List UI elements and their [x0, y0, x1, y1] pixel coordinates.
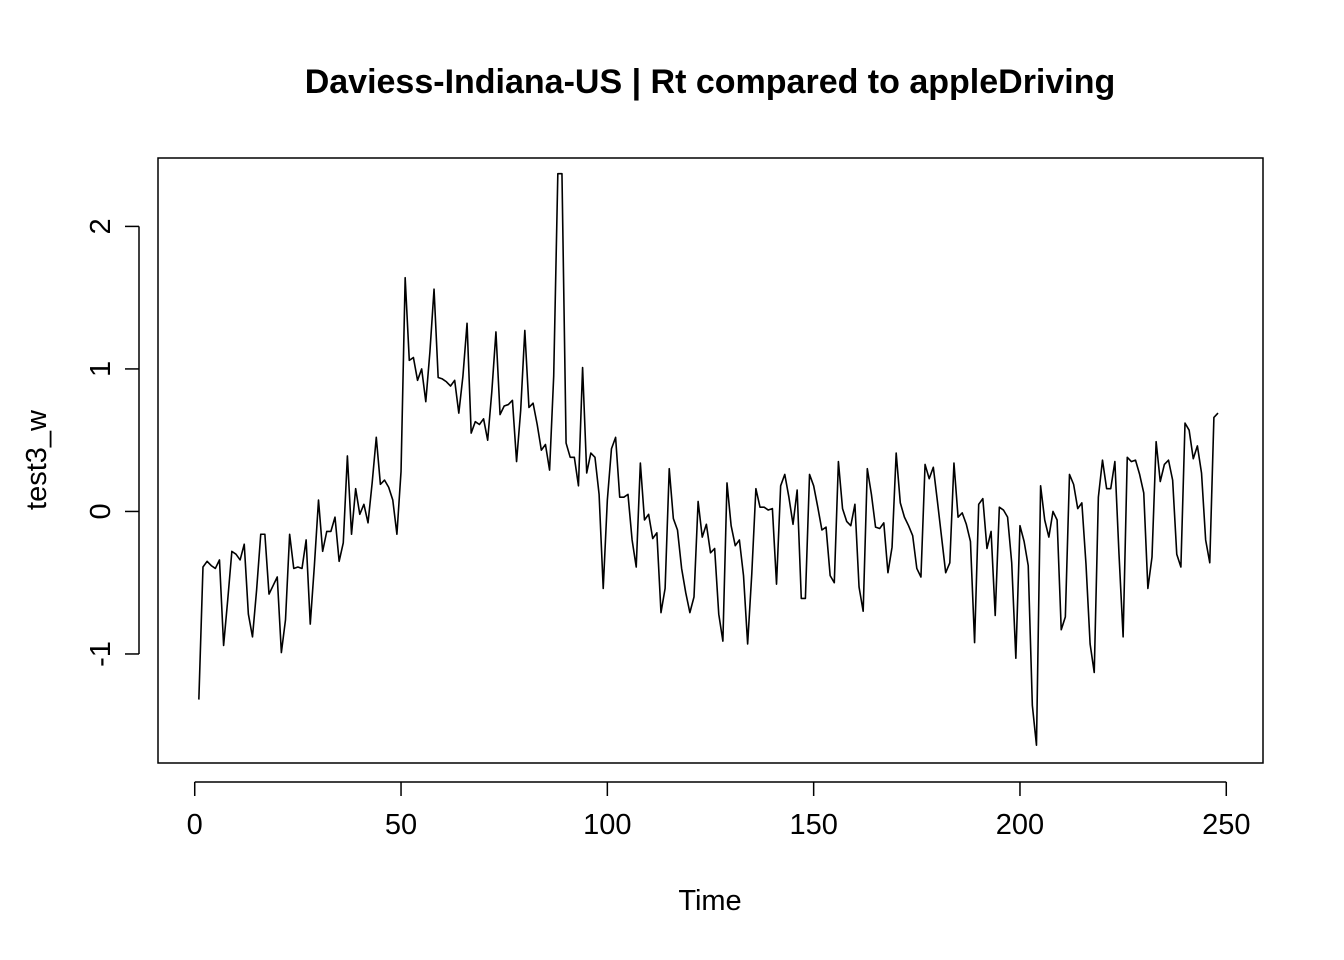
x-axis-label: Time	[678, 885, 741, 917]
series-layer	[198, 172, 1219, 746]
x-axis: 0 50 100 150 200 250	[187, 781, 1250, 841]
series-line	[198, 172, 1219, 746]
x-tick-label: 250	[1202, 809, 1250, 841]
x-tick-label: 200	[996, 809, 1044, 841]
x-tick-label: 100	[583, 809, 631, 841]
y-tick-label: 0	[85, 503, 117, 519]
y-axis-label: test3_w	[21, 409, 53, 510]
x-tick-label: 150	[789, 809, 837, 841]
y-axis: -1 0 1 2	[85, 218, 140, 667]
x-tick-label: 50	[385, 809, 417, 841]
chart-title: Daviess-Indiana-US | Rt compared to appl…	[305, 63, 1116, 101]
plot-frame	[157, 157, 1264, 764]
x-tick-label: 0	[187, 809, 203, 841]
y-tick-label: -1	[85, 641, 117, 667]
y-tick-label: 2	[85, 218, 117, 234]
y-tick-label: 1	[85, 361, 117, 377]
